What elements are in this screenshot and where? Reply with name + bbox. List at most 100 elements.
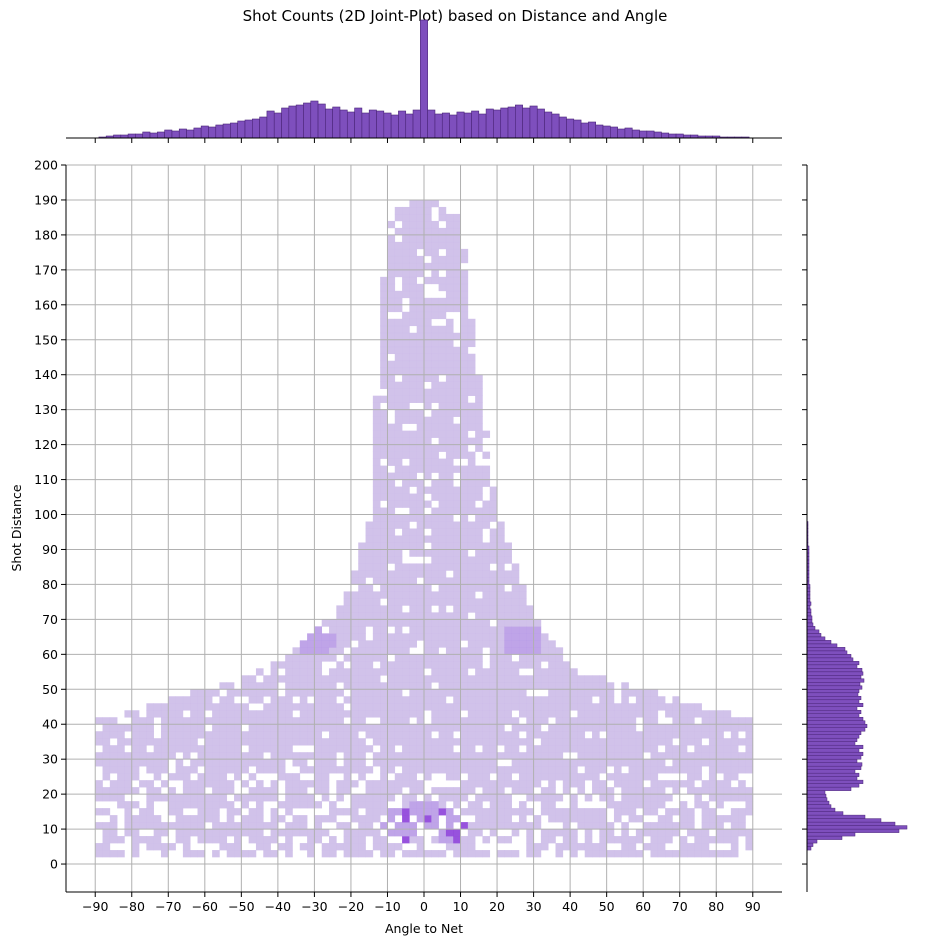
- heatmap-cell: [511, 668, 520, 676]
- heatmap-cell: [584, 717, 593, 725]
- heatmap-cell: [526, 738, 534, 746]
- heatmap-cell: [212, 766, 220, 774]
- heatmap-cell: [372, 843, 381, 851]
- heatmap-cell: [708, 787, 717, 795]
- top-marginal-bar: [135, 133, 144, 139]
- heatmap-cell: [153, 703, 162, 711]
- heatmap-cell: [168, 731, 176, 739]
- heatmap-cell: [394, 367, 403, 376]
- heatmap-cell: [613, 766, 622, 774]
- heatmap-cell: [248, 808, 257, 816]
- heatmap-cell: [409, 500, 417, 508]
- heatmap-cell: [307, 724, 315, 732]
- heatmap-cell: [453, 465, 461, 473]
- heatmap-cell: [650, 780, 659, 788]
- heatmap-cell: [431, 304, 439, 313]
- heatmap-cell: [453, 381, 461, 389]
- heatmap-cell: [212, 738, 220, 746]
- heatmap-cell: [431, 325, 439, 334]
- heatmap-cell: [635, 794, 644, 802]
- heatmap-cell: [650, 724, 659, 732]
- heatmap-cell: [445, 507, 454, 515]
- heatmap-cell: [621, 794, 629, 802]
- heatmap-cell: [263, 850, 271, 858]
- heatmap-cell: [270, 850, 279, 858]
- heatmap-cell: [475, 430, 483, 438]
- heatmap-cell: [438, 703, 447, 711]
- heatmap-cell: [416, 458, 425, 466]
- heatmap-cell: [380, 479, 388, 487]
- heatmap-cell: [482, 745, 491, 753]
- heatmap-cell: [416, 605, 425, 613]
- heatmap-cell: [533, 675, 542, 683]
- top-marginal-bar: [266, 110, 275, 139]
- right-marginal-bar: [806, 744, 864, 749]
- heatmap-cell: [372, 759, 381, 767]
- heatmap-cell: [117, 731, 125, 739]
- heatmap-cell: [679, 843, 688, 851]
- heatmap-cell: [628, 738, 637, 746]
- heatmap-cell: [387, 682, 396, 690]
- heatmap-cell: [555, 752, 564, 760]
- heatmap-cell: [570, 738, 578, 746]
- heatmap-cell: [548, 836, 556, 844]
- heatmap-cell: [409, 276, 417, 285]
- heatmap-cell: [409, 829, 417, 837]
- heatmap-cell: [102, 766, 111, 774]
- heatmap-cell: [438, 528, 447, 536]
- heatmap-cell: [526, 717, 534, 725]
- heatmap-cell: [511, 591, 520, 599]
- heatmap-cell: [424, 360, 432, 369]
- heatmap-cell: [387, 528, 396, 536]
- heatmap-cell: [358, 640, 366, 648]
- heatmap-cell: [489, 752, 498, 760]
- heatmap-cell: [511, 829, 520, 837]
- heatmap-cell: [453, 437, 461, 445]
- heatmap-cell: [219, 787, 228, 795]
- heatmap-cell: [350, 675, 359, 683]
- heatmap-cell: [277, 724, 286, 732]
- heatmap-cell: [380, 689, 388, 697]
- heatmap-cell: [394, 724, 403, 732]
- heatmap-cell: [95, 850, 103, 858]
- heatmap-cell: [489, 738, 498, 746]
- heatmap-cell: [292, 787, 301, 795]
- heatmap-cell: [307, 710, 315, 718]
- heatmap-cell: [475, 563, 483, 571]
- heatmap-cell: [350, 836, 359, 844]
- heatmap-cell: [504, 850, 512, 858]
- heatmap-cell: [409, 206, 417, 215]
- heatmap-cell: [212, 801, 220, 809]
- heatmap-cell: [409, 654, 417, 662]
- heatmap-cell: [438, 311, 447, 320]
- heatmap-cell: [336, 675, 344, 683]
- heatmap-cell: [380, 325, 388, 334]
- heatmap-cell: [307, 661, 315, 669]
- heatmap-cell: [460, 647, 469, 655]
- heatmap-cell: [329, 759, 337, 767]
- heatmap-cell: [453, 647, 461, 655]
- heatmap-cell: [460, 696, 469, 704]
- heatmap-cell: [380, 521, 388, 529]
- right-marginal-bar: [806, 758, 858, 763]
- heatmap-cell: [497, 528, 505, 536]
- heatmap-cell: [738, 766, 746, 774]
- heatmap-cell: [292, 717, 301, 725]
- heatmap-cell: [226, 689, 235, 697]
- heatmap-cell: [204, 745, 213, 753]
- heatmap-cell: [358, 689, 366, 697]
- heatmap-cell: [475, 815, 483, 823]
- top-marginal-bar: [566, 118, 575, 139]
- heatmap-cell: [497, 696, 505, 704]
- heatmap-cell: [643, 773, 651, 781]
- heatmap-cell: [438, 381, 447, 389]
- heatmap-cell: [380, 717, 388, 725]
- heatmap-cell: [738, 815, 746, 823]
- heatmap-cell: [270, 682, 279, 690]
- heatmap-cell: [482, 794, 491, 802]
- heatmap-cell: [694, 794, 702, 802]
- heatmap-cell: [526, 766, 534, 774]
- heatmap-cell: [416, 283, 425, 292]
- heatmap-cell: [321, 654, 330, 662]
- heatmap-cell: [409, 311, 417, 320]
